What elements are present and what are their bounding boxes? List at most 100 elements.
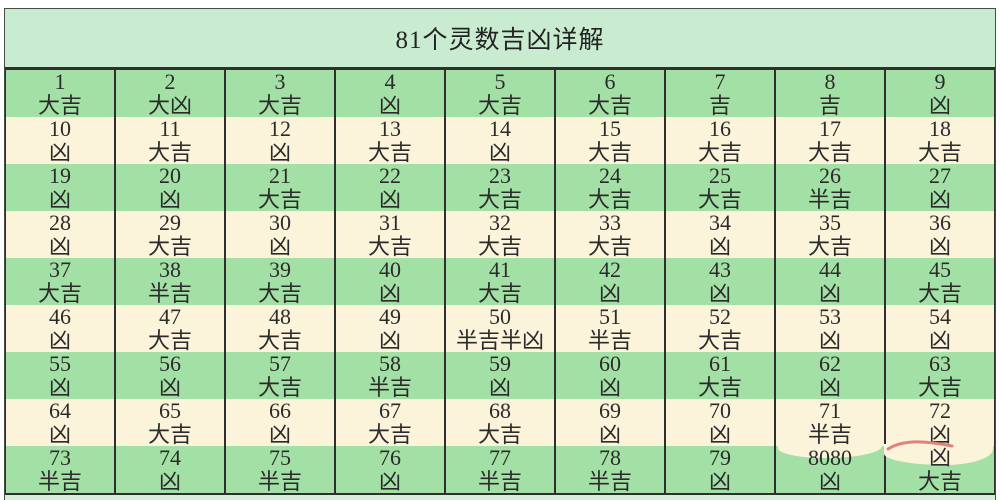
table-cell: 52 大吉 xyxy=(666,305,776,352)
cell-luck: 凶 xyxy=(598,280,621,306)
cell-luck: 凶 xyxy=(378,468,401,494)
cell-number: 60 xyxy=(599,350,621,376)
cell-number: 29 xyxy=(159,209,181,235)
cell-luck: 大吉 xyxy=(697,327,742,353)
cell-luck: 大吉 xyxy=(697,139,742,165)
cell-number: 37 xyxy=(49,256,71,282)
table-cell: 57 大吉 xyxy=(226,352,336,399)
cell-luck: 凶 xyxy=(48,186,71,212)
table-row: 19 凶 20 凶 21 大吉 22 凶 23 大吉 24 大吉 25 大吉 26 半吉 27 凶 xyxy=(5,164,995,211)
cell-number: 50 xyxy=(489,303,511,329)
cell-number: 20 xyxy=(159,162,181,188)
table-cell: 3 大吉 xyxy=(226,70,336,117)
cell-luck: 凶 xyxy=(598,421,621,447)
cell-luck: 凶 xyxy=(268,139,291,165)
cell-luck: 凶 xyxy=(708,233,731,259)
cell-luck: 大吉 xyxy=(147,139,192,165)
table-cell: 56 凶 xyxy=(116,352,226,399)
cell-number: 66 xyxy=(269,397,291,423)
table-cell: 凶大吉 xyxy=(886,446,995,493)
cell-luck: 大吉 xyxy=(257,280,302,306)
table-cell: 36 凶 xyxy=(886,211,995,258)
table-cell: 25 大吉 xyxy=(666,164,776,211)
cell-number: 23 xyxy=(489,162,511,188)
cell-number: 1 xyxy=(54,68,66,94)
cell-number: 49 xyxy=(379,303,401,329)
table-cell: 27 凶 xyxy=(886,164,995,211)
table-cell: 42 凶 xyxy=(556,258,666,305)
cell-number: 17 xyxy=(819,115,841,141)
cell-number: 19 xyxy=(49,162,71,188)
table-cell: 54 凶 xyxy=(886,305,995,352)
table-cell: 64 凶 xyxy=(5,399,116,446)
cell-number: 47 xyxy=(159,303,181,329)
cell-number: 21 xyxy=(269,162,291,188)
cell-number: 13 xyxy=(379,115,401,141)
cell-luck: 凶 xyxy=(928,186,951,212)
cell-luck: 凶 xyxy=(48,374,71,400)
cell-number: 52 xyxy=(709,303,731,329)
cell-luck: 凶 xyxy=(928,233,951,259)
cell-number: 77 xyxy=(489,444,511,470)
table-cell: 74 凶 xyxy=(116,446,226,493)
cell-number: 57 xyxy=(269,350,291,376)
cell-number: 76 xyxy=(379,444,401,470)
table-cell: 58 半吉 xyxy=(336,352,446,399)
table-cell: 41 大吉 xyxy=(446,258,556,305)
cell-luck: 凶 xyxy=(818,374,841,400)
cell-number: 25 xyxy=(709,162,731,188)
table-cell: 39 大吉 xyxy=(226,258,336,305)
table-cell: 37 大吉 xyxy=(5,258,116,305)
table-cell: 16 大吉 xyxy=(666,117,776,164)
cell-luck: 大吉 xyxy=(37,280,82,306)
cell-number: 64 xyxy=(49,397,71,423)
cell-luck: 半吉 xyxy=(37,468,82,494)
cell-luck: 大吉 xyxy=(917,139,962,165)
cell-luck: 大吉 xyxy=(587,139,632,165)
table-cell: 40 凶 xyxy=(336,258,446,305)
cell-luck: 大吉 xyxy=(697,374,742,400)
cell-number: 58 xyxy=(379,350,401,376)
cell-luck: 凶 xyxy=(158,186,181,212)
cell-luck: 凶 xyxy=(48,139,71,165)
table-cell: 17 大吉 xyxy=(776,117,886,164)
cell-number: 45 xyxy=(929,256,951,282)
cell-luck: 大吉 xyxy=(37,92,82,118)
cell-number: 14 xyxy=(489,115,511,141)
table-row: 37 大吉 38 半吉 39 大吉 40 凶 41 大吉 42 凶 43 凶 44 凶 45 大吉 xyxy=(5,258,995,305)
cell-luck: 大吉 xyxy=(917,374,962,400)
cell-luck: 半吉 xyxy=(587,327,632,353)
cell-number: 32 xyxy=(489,209,511,235)
cell-luck: 大吉 xyxy=(367,139,412,165)
table-cell: 11 大吉 xyxy=(116,117,226,164)
table-cell: 31 大吉 xyxy=(336,211,446,258)
cell-number: 54 xyxy=(929,303,951,329)
table-cell: 43 凶 xyxy=(666,258,776,305)
table-cell: 72 凶 xyxy=(886,399,995,446)
table-cell: 6 大吉 xyxy=(556,70,666,117)
table-cell: 38 半吉 xyxy=(116,258,226,305)
cell-luck: 凶 xyxy=(928,327,951,353)
cell-luck: 大吉 xyxy=(477,233,522,259)
cell-number: 8 xyxy=(824,68,836,94)
table-cell: 77 半吉 xyxy=(446,446,556,493)
cell-luck: 凶 xyxy=(708,468,731,494)
cell-luck: 凶 xyxy=(708,280,731,306)
cell-luck: 大吉 xyxy=(257,186,302,212)
cell-number: 53 xyxy=(819,303,841,329)
cell-luck: 大吉 xyxy=(587,186,632,212)
table-cell: 1 大吉 xyxy=(5,70,116,117)
table-cell: 75 半吉 xyxy=(226,446,336,493)
cell-number: 6 xyxy=(604,68,616,94)
cell-luck: 大吉 xyxy=(477,92,522,118)
cell-luck: 大吉 xyxy=(587,92,632,118)
table-cell: 22 凶 xyxy=(336,164,446,211)
cell-number: 3 xyxy=(274,68,286,94)
cell-number: 33 xyxy=(599,209,621,235)
table-cell: 60 凶 xyxy=(556,352,666,399)
table-cell: 14 凶 xyxy=(446,117,556,164)
cell-luck: 大吉 xyxy=(477,280,522,306)
cell-number: 26 xyxy=(819,162,841,188)
cell-luck: 凶 xyxy=(488,374,511,400)
